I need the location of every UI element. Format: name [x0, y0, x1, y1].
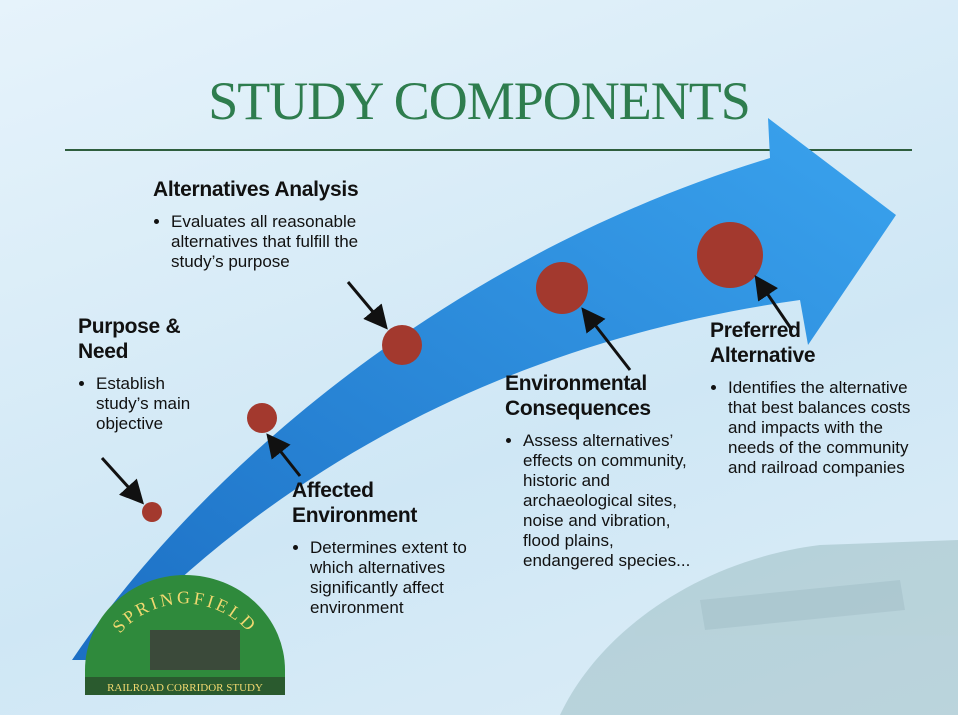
step-bullet: Evaluates all reasonable alternatives th… — [171, 212, 396, 272]
logo-subtitle: RAILROAD CORRIDOR STUDY — [107, 682, 263, 694]
step: Affected Environment Determines extent t… — [292, 478, 507, 618]
pointer — [102, 458, 140, 500]
logo: SPRINGFIELD RAILROAD CORRIDOR STUDY — [85, 575, 285, 695]
step-bullet: Identifies the alternative that best bal… — [728, 378, 915, 478]
step-title: Environmental Consequences — [505, 371, 675, 421]
step-title: Affected Environment — [292, 478, 452, 528]
title: STUDY COMPONENTS — [0, 70, 958, 132]
step-bullet: Assess alternatives’ effects on communit… — [523, 431, 698, 571]
step: Alternatives Analysis Evaluates all reas… — [153, 177, 403, 272]
step-bullet: Determines extent to which alternatives … — [310, 538, 507, 618]
pointer — [348, 282, 384, 325]
slide: SPRINGFIELD RAILROAD CORRIDOR STUDY STUD… — [0, 0, 958, 715]
milestone — [697, 222, 763, 288]
milestone — [247, 403, 277, 433]
milestone — [536, 262, 588, 314]
milestone — [382, 325, 422, 365]
milestone — [142, 502, 162, 522]
step-title: Alternatives Analysis — [153, 177, 403, 202]
step-title: Preferred Alternative — [710, 318, 830, 368]
step-title: Purpose & Need — [78, 314, 188, 364]
step-bullet: Establish study’s main objective — [96, 374, 206, 434]
step: Preferred Alternative Identifies the alt… — [710, 318, 915, 478]
step: Purpose & Need Establish study’s main ob… — [78, 314, 188, 434]
step: Environmental Consequences Assess altern… — [505, 371, 700, 571]
